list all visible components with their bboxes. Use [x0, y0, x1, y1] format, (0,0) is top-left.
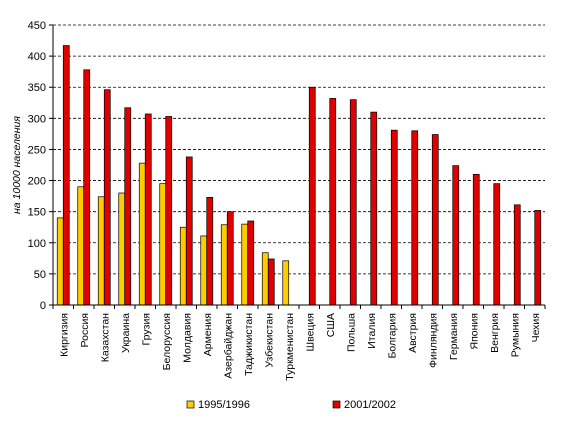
x-category-label: Швеция: [304, 313, 316, 352]
y-tick-label: 0: [40, 300, 46, 312]
gridlines: [53, 24, 545, 275]
x-category-label: Финляндия: [427, 313, 439, 368]
y-tick-label: 300: [28, 113, 46, 125]
bar-2001-2002: [370, 111, 378, 306]
bar-2001-2002: [329, 98, 337, 306]
bars: [56, 45, 542, 306]
y-tick-label: 150: [28, 207, 46, 219]
bar-1995-1996: [241, 223, 249, 306]
x-category-label: Казахстан: [99, 313, 111, 362]
bar-2001-2002: [452, 165, 460, 306]
legend-swatch-2001-2002: [332, 400, 341, 409]
bar-1995-1996: [220, 224, 228, 306]
axes: [49, 24, 546, 309]
bar-1995-1996: [97, 196, 105, 306]
bar-2001-2002: [185, 156, 193, 306]
x-category-label: Япония: [468, 313, 480, 349]
x-category-label: Россия: [79, 313, 91, 347]
bar-1995-1996: [138, 162, 146, 306]
x-category-label: Италия: [366, 313, 378, 349]
bar-2001-2002: [493, 183, 501, 306]
bar-2001-2002: [62, 45, 70, 306]
y-tick-label: 400: [28, 51, 46, 63]
bar-2001-2002: [267, 258, 275, 306]
bar-2001-2002: [349, 99, 357, 306]
bar-2001-2002: [165, 116, 173, 306]
legend-swatch-1995-1996: [186, 400, 195, 409]
bar-2001-2002: [226, 211, 234, 306]
bar-1995-1996: [261, 252, 269, 306]
bar-1995-1996: [56, 217, 64, 306]
x-category-label: Чехия: [530, 313, 542, 342]
bar-2001-2002: [206, 197, 214, 306]
x-category-label: Австрия: [407, 313, 419, 353]
bar-2001-2002: [431, 134, 439, 306]
x-category-label: Армения: [202, 313, 214, 356]
bar-1995-1996: [118, 192, 126, 306]
x-category-label: Туркменистан: [284, 313, 296, 381]
bar-2001-2002: [144, 113, 152, 306]
bar-2001-2002: [83, 69, 91, 306]
y-tick-label: 250: [28, 144, 46, 156]
bar-2001-2002: [247, 220, 255, 306]
bar-2001-2002: [390, 129, 398, 306]
x-category-label: Азербайджан: [222, 313, 234, 379]
x-category-label: США: [325, 313, 337, 337]
bar-2001-2002: [513, 204, 521, 306]
bar-2001-2002: [472, 173, 480, 306]
bar-2001-2002: [411, 130, 419, 306]
y-tick-label: 200: [28, 176, 46, 188]
y-tick-labels: 0 50 100 150 200 250 300 350 400 450: [28, 20, 46, 312]
bar-1995-1996: [282, 260, 290, 306]
bar-1995-1996: [200, 235, 208, 306]
x-category-label: Германия: [448, 313, 460, 360]
x-category-label: Украина: [120, 313, 132, 353]
bar-2001-2002: [534, 210, 542, 306]
x-category-label: Болгария: [386, 313, 398, 358]
y-tick-label: 350: [28, 82, 46, 94]
x-category-labels: Киргизия Россия Казахстан Украина Грузия Бело…: [58, 313, 542, 381]
bar-2001-2002: [124, 107, 132, 306]
x-category-label: Молдавия: [181, 313, 193, 363]
bar-1995-1996: [159, 183, 167, 306]
bar-1995-1996: [179, 226, 187, 306]
y-tick-label: 100: [28, 238, 46, 250]
x-category-label: Узбекистан: [263, 313, 275, 368]
legend-label-1995-1996: 1995/1996: [198, 399, 250, 411]
y-axis-label: на 10000 населения: [11, 116, 23, 214]
x-category-label: Таджикистан: [243, 313, 255, 376]
bar-2001-2002: [103, 89, 111, 306]
legend-label-2001-2002: 2001/2002: [344, 399, 396, 411]
x-category-label: Польша: [345, 313, 357, 352]
x-category-label: Белоруссия: [161, 313, 173, 370]
legend: 1995/1996 2001/2002: [186, 399, 396, 411]
bar-1995-1996: [77, 186, 85, 306]
x-category-label: Румыния: [509, 313, 521, 357]
y-tick-label: 450: [28, 20, 46, 32]
bar-2001-2002: [308, 86, 316, 306]
x-category-label: Венгрия: [489, 313, 501, 353]
y-tick-label: 50: [34, 269, 46, 281]
x-category-label: Киргизия: [58, 313, 70, 357]
x-category-label: Грузия: [140, 313, 152, 345]
